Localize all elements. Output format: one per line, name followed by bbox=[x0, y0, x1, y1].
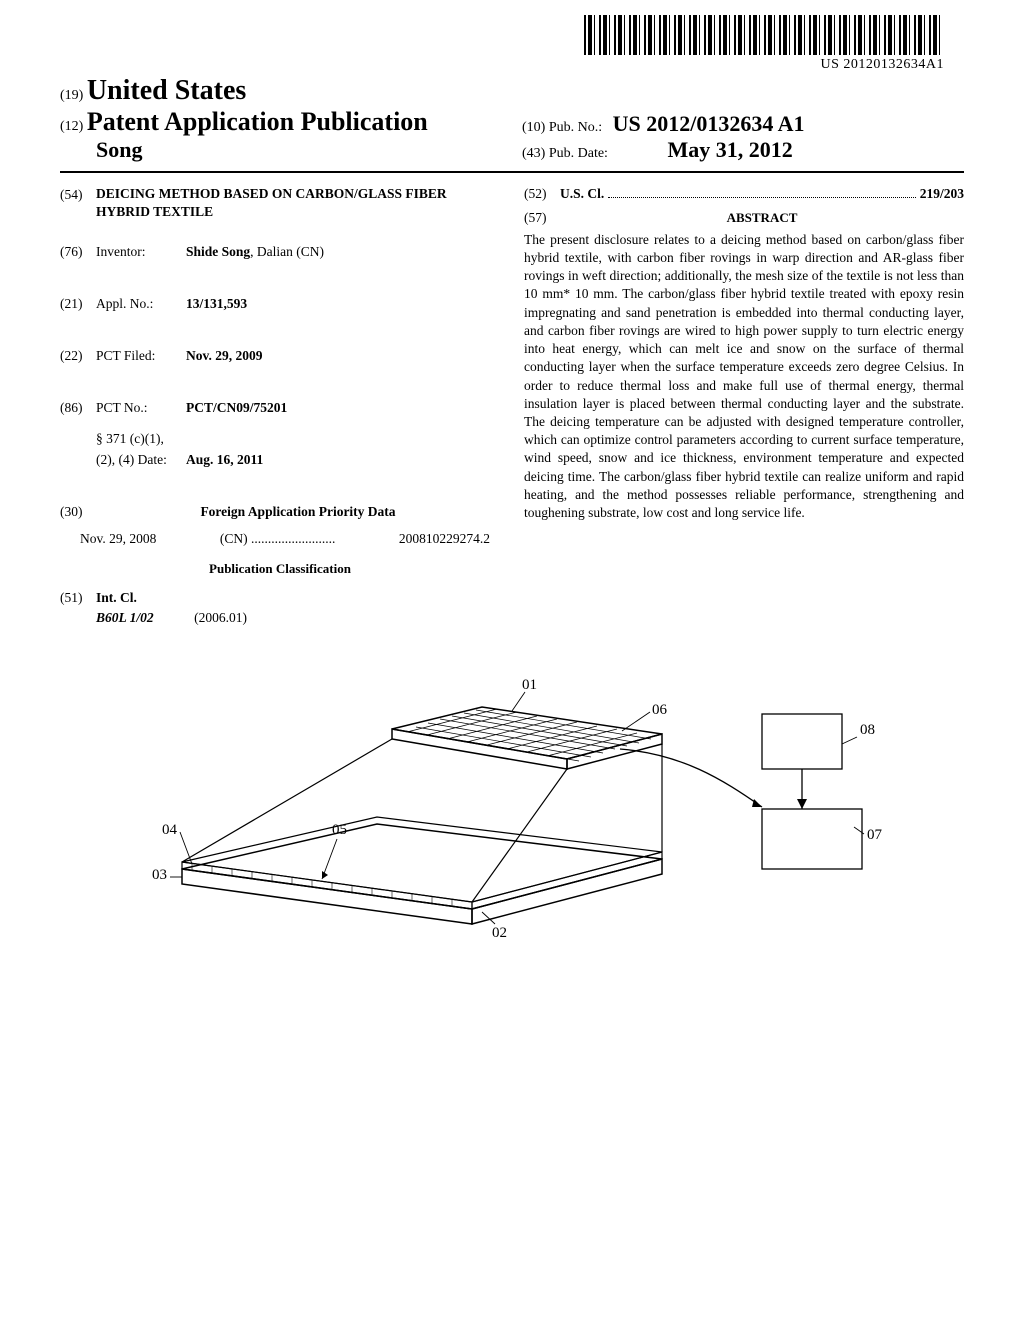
fig-label-03: 03 bbox=[152, 867, 167, 883]
sec371-block: § 371 (c)(1), (2), (4) Date: Aug. 16, 20… bbox=[60, 429, 500, 471]
pctfiled-row: (22) PCT Filed: Nov. 29, 2009 bbox=[60, 346, 500, 367]
barcode-number: US 20120132634A1 bbox=[584, 57, 944, 73]
applno-value: 13/131,593 bbox=[186, 294, 500, 315]
author-line: Song bbox=[60, 137, 502, 163]
applno-label: Appl. No.: bbox=[96, 294, 186, 315]
inventor-name: Shide Song bbox=[186, 244, 250, 259]
box-07 bbox=[762, 809, 862, 869]
applno-row: (21) Appl. No.: 13/131,593 bbox=[60, 294, 500, 315]
pub-no-label: Pub. No.: bbox=[549, 120, 602, 135]
patent-figure: 01 02 03 04 05 06 07 08 bbox=[142, 659, 882, 939]
fig-label-02: 02 bbox=[492, 925, 507, 939]
pctno-label: PCT No.: bbox=[96, 398, 186, 419]
pub-date-line: (43) Pub. Date: May 31, 2012 bbox=[522, 137, 964, 163]
code-30: (30) bbox=[60, 502, 96, 523]
intcl-row: (51) Int. Cl. B60L 1/02 (2006.01) bbox=[60, 588, 500, 630]
right-column: (52) U.S. Cl. 219/203 (57) ABSTRACT The … bbox=[524, 185, 964, 629]
code-76: (76) bbox=[60, 242, 96, 263]
intcl-year: (2006.01) bbox=[194, 610, 247, 625]
invention-title: DEICING METHOD BASED ON CARBON/GLASS FIB… bbox=[96, 185, 500, 221]
pub-no: US 2012/0132634 A1 bbox=[613, 111, 805, 136]
pub-class-header: Publication Classification bbox=[60, 559, 500, 579]
code-10: (10) bbox=[522, 120, 545, 135]
code-51: (51) bbox=[60, 588, 96, 630]
doc-type: Patent Application Publication bbox=[87, 107, 428, 136]
abstract-header: ABSTRACT bbox=[560, 209, 964, 227]
code-12: (12) bbox=[60, 119, 83, 134]
code-19: (19) bbox=[60, 88, 83, 103]
box-08 bbox=[762, 714, 842, 769]
intcl-code: B60L 1/02 bbox=[96, 610, 154, 625]
left-column: (54) DEICING METHOD BASED ON CARBON/GLAS… bbox=[60, 185, 500, 629]
priority-date: Nov. 29, 2008 bbox=[80, 529, 156, 550]
header-divider bbox=[60, 171, 964, 173]
pctno-value: PCT/CN09/75201 bbox=[186, 398, 500, 419]
sec371-date-label: (2), (4) Date: bbox=[96, 450, 186, 471]
pub-type-line: (12) Patent Application Publication bbox=[60, 107, 502, 137]
barcode-region: US 20120132634A1 bbox=[584, 15, 944, 73]
priority-row: Nov. 29, 2008 (CN) .....................… bbox=[60, 529, 500, 550]
code-52: (52) bbox=[524, 185, 560, 203]
inventor-label: Inventor: bbox=[96, 242, 186, 263]
uscl-label: U.S. Cl. bbox=[560, 185, 604, 203]
code-54: (54) bbox=[60, 185, 96, 221]
pub-date: May 31, 2012 bbox=[667, 137, 792, 162]
uscl-dots bbox=[608, 197, 915, 198]
pctfiled-label: PCT Filed: bbox=[96, 346, 186, 367]
inventor-value: Shide Song, Dalian (CN) bbox=[186, 242, 500, 263]
code-21: (21) bbox=[60, 294, 96, 315]
inventor-loc: , Dalian (CN) bbox=[250, 244, 324, 259]
columns: (54) DEICING METHOD BASED ON CARBON/GLAS… bbox=[60, 185, 964, 629]
fig-label-06: 06 bbox=[652, 702, 668, 718]
priority-number: 200810229274.2 bbox=[399, 529, 490, 550]
figure-container: 01 02 03 04 05 06 07 08 bbox=[60, 659, 964, 944]
code-86: (86) bbox=[60, 398, 96, 419]
pub-no-line: (10) Pub. No.: US 2012/0132634 A1 bbox=[522, 111, 964, 137]
code-43: (43) bbox=[522, 146, 545, 161]
abstract-text: The present disclosure relates to a deic… bbox=[524, 231, 964, 523]
fig-label-07: 07 bbox=[867, 827, 882, 843]
foreign-priority-header: Foreign Application Priority Data bbox=[96, 502, 500, 523]
pub-date-label: Pub. Date: bbox=[549, 146, 608, 161]
inventor-row: (76) Inventor: Shide Song, Dalian (CN) bbox=[60, 242, 500, 263]
fig-label-08: 08 bbox=[860, 722, 875, 738]
code-57: (57) bbox=[524, 209, 560, 227]
header: (19) United States (12) Patent Applicati… bbox=[60, 75, 964, 163]
header-country-line: (19) United States bbox=[60, 75, 964, 107]
title-block: (54) DEICING METHOD BASED ON CARBON/GLAS… bbox=[60, 185, 500, 221]
uscl-value: 219/203 bbox=[920, 185, 964, 203]
fig-label-04: 04 bbox=[162, 822, 178, 838]
code-22: (22) bbox=[60, 346, 96, 367]
intcl-label: Int. Cl. bbox=[96, 588, 247, 609]
priority-country: (CN) ......................... bbox=[220, 529, 336, 550]
sec371-date: Aug. 16, 2011 bbox=[186, 450, 500, 471]
barcode-graphic bbox=[584, 15, 944, 55]
fig-label-05: 05 bbox=[332, 822, 347, 838]
sec371-label: § 371 (c)(1), bbox=[96, 429, 500, 450]
pctfiled-value: Nov. 29, 2009 bbox=[186, 346, 500, 367]
uscl-row: (52) U.S. Cl. 219/203 bbox=[524, 185, 964, 203]
fig-label-01: 01 bbox=[522, 677, 537, 693]
pctno-row: (86) PCT No.: PCT/CN09/75201 bbox=[60, 398, 500, 419]
country-name: United States bbox=[87, 75, 246, 106]
